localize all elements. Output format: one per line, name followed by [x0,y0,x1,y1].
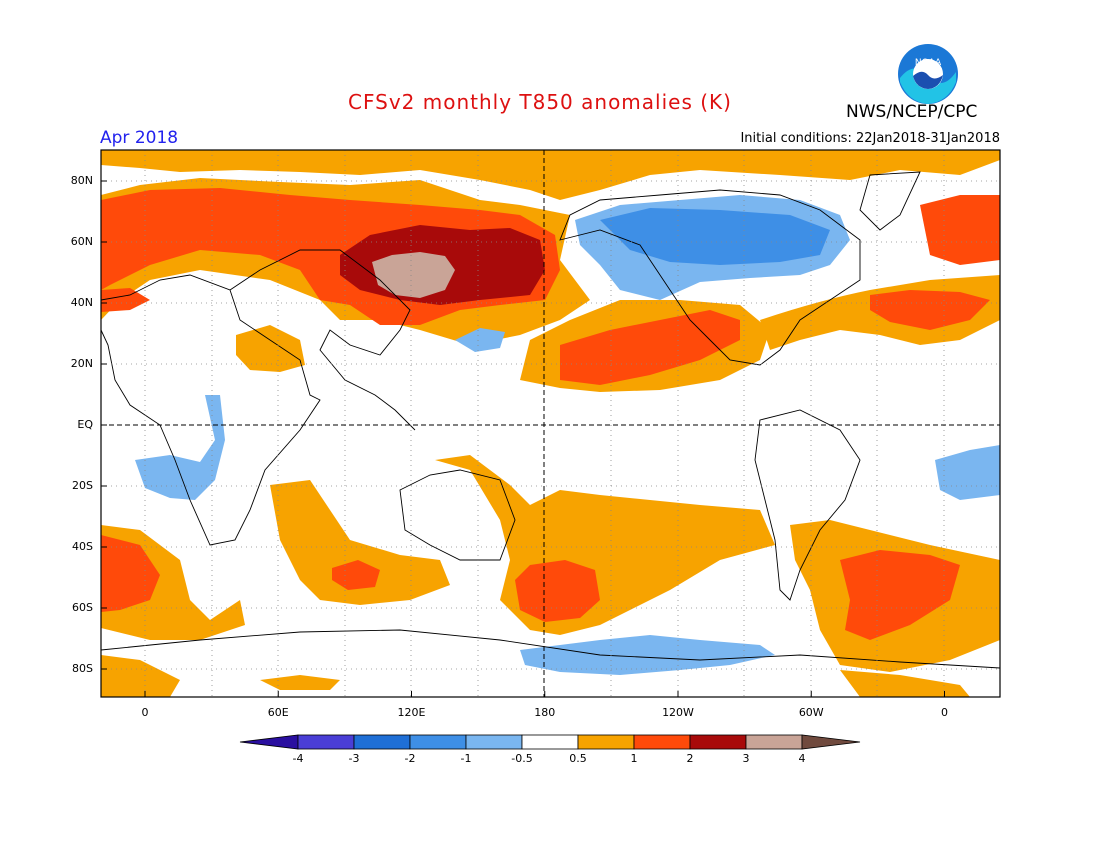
warm-anomaly-region [270,480,450,605]
strong-warm-region [870,290,990,330]
color-bar [239,734,861,750]
colorbar-swatch [465,734,523,750]
colorbar-label: 3 [742,752,750,765]
strong-warm-region [515,560,600,622]
cold-anomaly-region [520,635,775,675]
longitude-label: 0 [141,706,149,719]
longitude-label: 180 [534,706,556,719]
colorbar-label: -4 [292,752,304,765]
colorbar-left-arrow [239,734,299,750]
colorbar-label: -3 [348,752,360,765]
warm-anomaly-region [101,150,1000,200]
map-gridlines [101,150,1000,697]
strong-warm-region [101,288,150,312]
longitude-label: 60E [267,706,289,719]
strong-cold-region [600,208,830,265]
coastline-australia [399,469,516,561]
strong-warm-region [101,535,160,612]
svg-text:NOAA: NOAA [915,58,942,68]
coastline-antarctica [101,629,1000,669]
cold-anomaly-region [455,328,505,352]
latitude-label: 20S [72,479,93,492]
axis-ticks [101,180,945,697]
colorbar-right-arrow [801,734,861,750]
colorbar-label: 4 [798,752,806,765]
latitude-label: 20N [70,357,93,370]
cold-anomaly-region [135,395,225,500]
colorbar-label: 0.5 [569,752,587,765]
latitude-label: 60S [72,601,93,614]
strong-warm-region [920,195,1000,265]
colorbar-swatch [297,734,355,750]
colorbar-swatch [633,734,691,750]
initial-conditions: Initial conditions: 22Jan2018-31Jan2018 [740,131,1000,146]
latitude-label: 40N [70,296,93,309]
longitude-label: 120W [662,706,694,719]
colorbar-label: -0.5 [511,752,533,765]
latitude-label: 80N [70,174,93,187]
colorbar-label: -1 [460,752,472,765]
agency-label: NWS/NCEP/CPC [846,102,978,122]
warm-anomaly-region [236,325,305,372]
colorbar-swatch [521,734,579,750]
map-title: CFSv2 monthly T850 anomalies (K) [348,90,732,114]
colorbar-swatch [353,734,411,750]
longitude-label: 120E [397,706,426,719]
colorbar-swatch [689,734,747,750]
latitude-label: 80S [72,662,93,675]
strong-warm-region [840,550,960,640]
strong-warm-region [332,560,380,590]
warm-anomaly-region [101,655,180,697]
coastline-greenland [859,171,921,231]
warm-anomaly-region [260,675,340,690]
colorbar-swatch [577,734,635,750]
longitude-label: 0 [941,706,948,719]
longitude-label: 60W [798,706,824,719]
map-frame [100,149,1001,698]
latitude-label: 60N [70,235,93,248]
forecast-month: Apr 2018 [100,128,179,148]
anomaly-shading [101,150,1000,697]
latitude-label: EQ [77,418,93,431]
colorbar-swatch [745,734,803,750]
strong-warm-region [560,310,740,385]
coastline-asia [229,249,416,431]
colorbar-label: -2 [404,752,416,765]
latitude-label: 40S [72,540,93,553]
coastline-south-america [754,409,861,601]
extreme-warm-region [372,252,455,298]
coastline-north-america [559,189,861,366]
colorbar-swatch [409,734,467,750]
colorbar-label: 1 [630,752,638,765]
noaa-logo: NOAA [898,44,958,104]
warm-anomaly-region [840,670,970,697]
colorbar-label: 2 [686,752,694,765]
